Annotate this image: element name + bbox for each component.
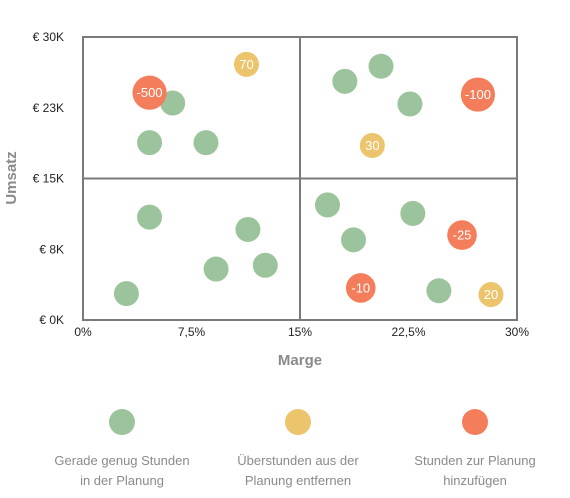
bubble-point: -500 (132, 75, 167, 110)
bubble-point (203, 256, 229, 282)
y-tick-label: € 15K (33, 172, 64, 186)
bubble-marker (332, 68, 358, 94)
legend-swatch-red (462, 409, 488, 435)
bubble-marker (137, 130, 163, 156)
bubble-marker (314, 192, 340, 218)
bubble-marker (113, 281, 139, 307)
bubble-point: 30 (359, 132, 385, 158)
legend-item-yellow: Überstunden aus der Planung entfernen (213, 409, 383, 491)
bubble-marker (359, 132, 385, 158)
tick-layer: 0% 7,5% 15% 22,5% 30% € 0K € 8K € 15K € 23K € 30K (33, 30, 530, 339)
legend-swatch-yellow (285, 409, 311, 435)
legend-label-yellow-line2: Planung entfernen (244, 473, 352, 488)
legend-item-red: Stunden zur Planung hinzufügen (390, 409, 560, 491)
x-tick-label: 0% (74, 325, 92, 339)
y-tick-label: € 30K (33, 30, 64, 44)
plot-frame (82, 36, 518, 321)
bubble-point: 20 (478, 282, 504, 308)
legend-item-green: Gerade genug Stunden in der Planung (37, 409, 207, 491)
bubble-marker (193, 130, 219, 156)
bubble-marker (235, 216, 261, 242)
legend-swatch-green (109, 409, 135, 435)
bubble-point (137, 130, 163, 156)
bubble-marker (341, 227, 367, 253)
bubble-value-label: 20 (484, 287, 498, 302)
bubble-marker (460, 77, 496, 112)
bubble-value-label: 70 (239, 57, 253, 72)
bubble-marker (160, 90, 186, 116)
bubble-point (193, 130, 219, 156)
bubble-point (341, 227, 367, 253)
bubble-marker (397, 91, 423, 117)
bubble-layer: 70 30 20 -500 -100 -25 -10 (113, 51, 504, 308)
x-tick-label: 7,5% (178, 325, 206, 339)
y-tick-label: € 8K (39, 242, 64, 256)
bubble-marker (233, 51, 259, 77)
bubble-marker (203, 256, 229, 282)
bubble-point (137, 204, 163, 230)
bubble-point (368, 53, 394, 79)
legend-label-red-line2: hinzufügen (443, 473, 507, 488)
bubble-point: 70 (233, 51, 259, 77)
bubble-marker (368, 53, 394, 79)
legend-label-red-line1: Stunden zur Planung (414, 453, 536, 468)
y-axis-title: Umsatz (3, 151, 20, 204)
bubble-point: -10 (345, 273, 376, 303)
bubble-point (113, 281, 139, 307)
bubble-marker (426, 278, 452, 304)
bubble-point: -100 (460, 77, 496, 112)
bubble-marker (345, 273, 376, 303)
bubble-point (426, 278, 452, 304)
legend-label-green-line2: in der Planung (80, 473, 164, 488)
bubble-point (252, 252, 278, 278)
bubble-marker (252, 252, 278, 278)
y-tick-label: € 23K (33, 101, 64, 115)
x-tick-label: 30% (505, 325, 529, 339)
bubble-value-label: -10 (351, 280, 370, 295)
bubble-point (160, 90, 186, 116)
legend-label-green-line1: Gerade genug Stunden (54, 453, 190, 468)
x-tick-label: 22,5% (391, 325, 425, 339)
bubble-value-label: -500 (137, 85, 163, 100)
bubble-marker (400, 200, 426, 226)
bubble-point (235, 216, 261, 242)
bubble-value-label: -25 (453, 228, 472, 243)
y-tick-label: € 0K (39, 313, 64, 327)
bubble-point (332, 68, 358, 94)
legend-label-yellow-line1: Überstunden aus der (237, 453, 359, 468)
bubble-marker (132, 75, 167, 110)
bubble-value-label: 30 (365, 138, 379, 153)
bubble-point (400, 200, 426, 226)
bubble-marker (478, 282, 504, 308)
bubble-point: -25 (447, 220, 477, 250)
bubble-point (314, 192, 340, 218)
x-tick-label: 15% (288, 325, 312, 339)
x-axis-title: Marge (278, 352, 322, 369)
bubble-marker (137, 204, 163, 230)
bubble-point (397, 91, 423, 117)
bubble-value-label: -100 (465, 87, 491, 102)
bubble-marker (447, 220, 477, 250)
